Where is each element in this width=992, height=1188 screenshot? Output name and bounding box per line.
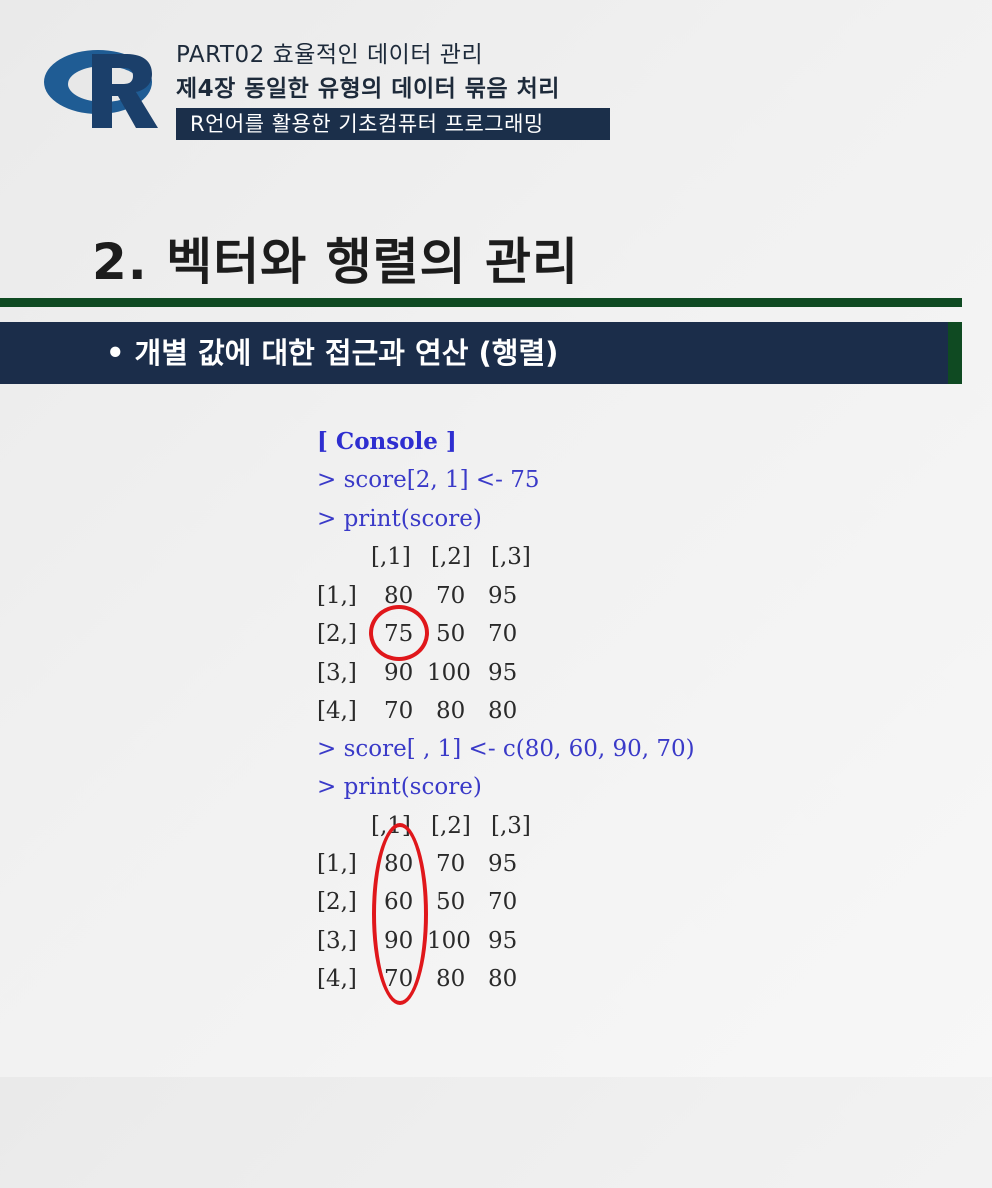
course-header: PART02 효율적인 데이터 관리 제4장 동일한 유형의 데이터 묶음 처리 xyxy=(176,38,560,106)
highlight-ellipse xyxy=(372,823,428,1005)
column-header: [,3] xyxy=(491,813,531,839)
matrix-header-row: [,1] [,2] [,3] xyxy=(317,807,577,845)
matrix-cell: 95 xyxy=(488,660,518,686)
section-title: 2. 벡터와 행렬의 관리 xyxy=(92,233,580,291)
row-label: [3,] xyxy=(317,660,357,686)
highlight-circle xyxy=(369,605,429,661)
matrix-cell: 95 xyxy=(488,851,518,877)
matrix-cell: 70 xyxy=(488,889,518,915)
matrix-cell: 90 xyxy=(384,660,414,686)
matrix-header-row: [,1] [,2] [,3] xyxy=(317,538,577,576)
matrix-cell: 70 xyxy=(384,698,414,724)
matrix-cell: 95 xyxy=(488,583,518,609)
course-subtitle: R언어를 활용한 기초컴퓨터 프로그래밍 xyxy=(176,108,610,140)
bullet-banner-accent xyxy=(948,322,962,384)
matrix-cell: 80 xyxy=(488,698,518,724)
matrix-cell: 50 xyxy=(436,621,466,647)
column-header: [,1] xyxy=(371,544,411,570)
matrix-row: [1,] 80 70 95 xyxy=(317,577,577,615)
bullet-heading-text: 개별 값에 대한 접근과 연산 (행렬) xyxy=(134,336,559,370)
row-label: [4,] xyxy=(317,698,357,724)
matrix-row: [3,] 90 100 95 xyxy=(317,922,577,960)
part-title: PART02 효율적인 데이터 관리 xyxy=(176,42,484,68)
row-label: [2,] xyxy=(317,621,357,647)
console-command: > score[ , 1] <- c(80, 60, 90, 70) xyxy=(317,736,695,762)
row-label: [1,] xyxy=(317,851,357,877)
matrix-cell: 80 xyxy=(384,583,414,609)
matrix-cell: 95 xyxy=(488,928,518,954)
matrix-cell: 100 xyxy=(427,928,471,954)
matrix-cell: 100 xyxy=(427,660,471,686)
matrix-cell: 70 xyxy=(488,621,518,647)
row-label: [1,] xyxy=(317,583,357,609)
bullet-dot-icon: • xyxy=(106,336,125,370)
bullet-banner xyxy=(0,322,948,384)
row-label: [3,] xyxy=(317,928,357,954)
matrix-cell: 80 xyxy=(436,698,466,724)
console-command: > score[2, 1] <- 75 xyxy=(317,467,540,493)
bullet-heading: • 개별 값에 대한 접근과 연산 (행렬) xyxy=(106,322,558,384)
matrix-row: [2,] 75 50 70 xyxy=(317,615,577,653)
matrix-cell: 80 xyxy=(436,966,466,992)
console-title: [ Console ] xyxy=(317,428,457,455)
console-command: > print(score) xyxy=(317,774,482,800)
matrix-cell: 80 xyxy=(488,966,518,992)
r-logo-icon xyxy=(44,50,158,128)
matrix-row: [4,] 70 80 80 xyxy=(317,692,577,730)
row-label: [4,] xyxy=(317,966,357,992)
title-divider xyxy=(0,298,962,307)
matrix-row: [1,] 80 70 95 xyxy=(317,845,577,883)
console-command: > print(score) xyxy=(317,506,482,532)
chapter-title: 제4장 동일한 유형의 데이터 묶음 처리 xyxy=(176,76,560,102)
matrix-cell: 50 xyxy=(436,889,466,915)
column-header: [,2] xyxy=(431,813,471,839)
row-label: [2,] xyxy=(317,889,357,915)
matrix-row: [3,] 90 100 95 xyxy=(317,654,577,692)
matrix-cell: 70 xyxy=(436,851,466,877)
matrix-cell: 70 xyxy=(436,583,466,609)
column-header: [,2] xyxy=(431,544,471,570)
matrix-row: [2,] 60 50 70 xyxy=(317,883,577,921)
matrix-row: [4,] 70 80 80 xyxy=(317,960,577,998)
column-header: [,3] xyxy=(491,544,531,570)
